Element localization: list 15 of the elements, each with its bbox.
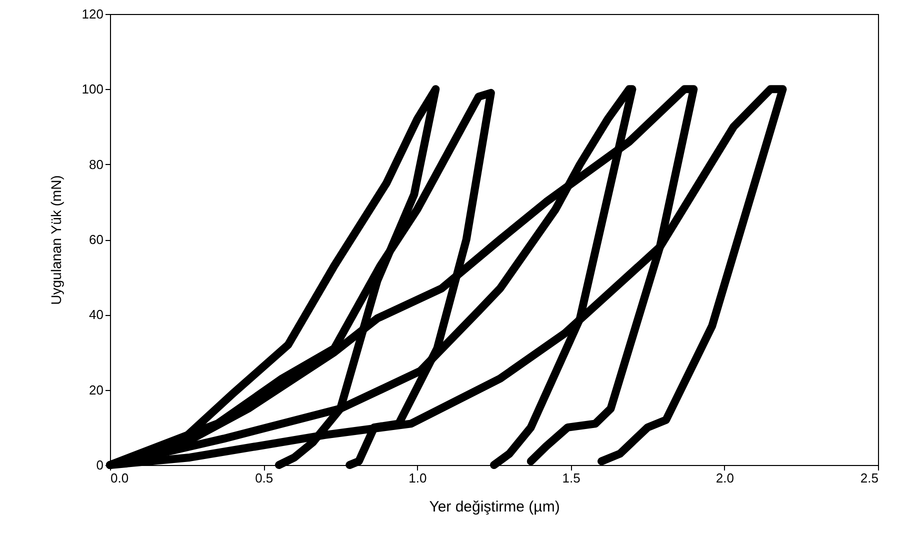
x-tick-label: 1.5 (562, 470, 580, 486)
x-tick-label: 0.0 (110, 470, 129, 486)
y-tick-label: 100 (82, 82, 104, 97)
x-axis-title: Yer değiştirme (µm) (429, 498, 560, 516)
y-tick-label: 120 (82, 6, 104, 22)
x-tick-label: 0.5 (255, 470, 274, 486)
y-axis-title: Uygulanan Yük (mN) (48, 175, 64, 305)
y-tick-label: 40 (89, 307, 104, 322)
y-tick-label: 0 (96, 458, 104, 472)
x-tick-label: 2.0 (716, 470, 734, 486)
y-tick-label: 60 (89, 232, 104, 247)
x-tick-label: 1.0 (408, 470, 427, 486)
x-tick-label: 2.5 (860, 470, 878, 486)
y-tick-label: 20 (89, 382, 104, 398)
y-tick-label: 80 (89, 156, 104, 172)
